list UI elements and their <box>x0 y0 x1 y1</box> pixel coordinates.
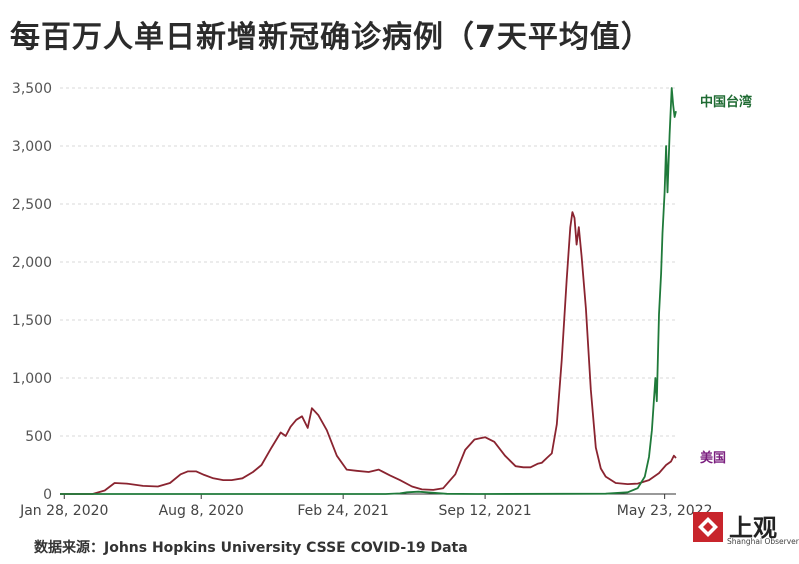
y-tick-label: 0 <box>43 487 52 503</box>
series-line-us <box>60 211 677 495</box>
y-tick-label: 3,000 <box>12 139 52 155</box>
y-tick-label: 3,500 <box>12 81 52 97</box>
x-tick-label: Feb 24, 2021 <box>297 503 389 519</box>
y-tick-label: 2,000 <box>12 255 52 271</box>
data-source-note: 数据来源：Johns Hopkins University CSSE COVID… <box>34 540 468 556</box>
x-axis: Jan 28, 2020 Aug 8, 2020 Feb 24, 2021 Sep 1… <box>19 493 713 519</box>
y-tick-label: 500 <box>25 429 52 445</box>
logo-name-cn: 上观 <box>729 513 777 542</box>
y-tick-label: 1,500 <box>12 313 52 329</box>
chart-grid <box>60 87 676 437</box>
logo-mark-icon <box>693 512 723 542</box>
y-axis: 0 500 1,000 1,500 2,000 2,500 3,000 3,500 <box>12 81 52 503</box>
series-label: 中国台湾 <box>700 94 752 110</box>
series-label: 美国 <box>700 450 726 466</box>
chart-series <box>60 87 677 495</box>
logo-name-en: Shanghai Observer <box>727 537 799 546</box>
y-tick-label: 2,500 <box>12 197 52 213</box>
shanghai-observer-logo: 上观 Shanghai Observer <box>693 506 799 554</box>
x-tick-label: May 23, 2022 <box>617 503 713 519</box>
x-tick-label: Aug 8, 2020 <box>159 503 244 519</box>
y-tick-label: 1,000 <box>12 371 52 387</box>
series-line-taiwan <box>60 87 677 495</box>
x-tick-label: Sep 12, 2021 <box>439 503 532 519</box>
x-tick-label: Jan 28, 2020 <box>19 503 108 519</box>
page-title: 每百万人单日新增新冠确诊病例（7天平均值） <box>10 20 652 55</box>
